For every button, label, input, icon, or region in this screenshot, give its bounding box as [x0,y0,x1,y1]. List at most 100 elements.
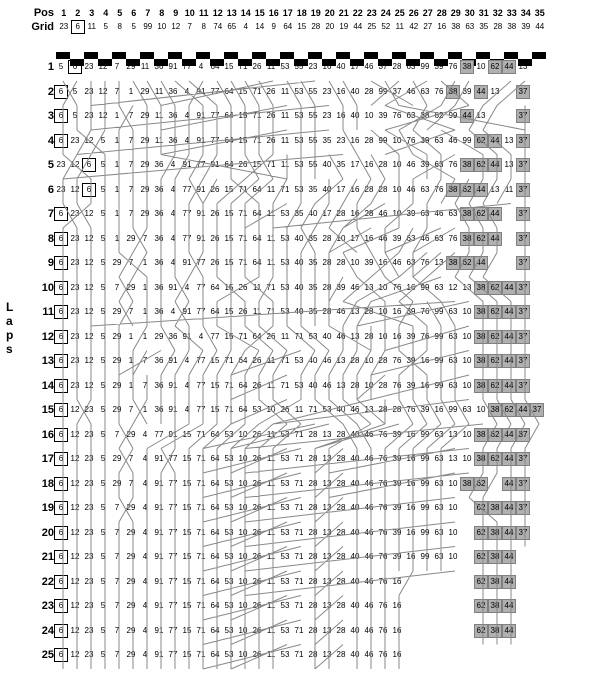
lap-number: 12 [28,330,54,344]
driver-cell: 29 [138,134,152,148]
driver-cell: 35 [292,207,306,221]
driver-cell: 46 [446,134,460,148]
driver-cell: 7 [110,428,124,442]
driver-cell: 12 [82,256,96,270]
driver-cell: 13 [362,281,376,295]
driver-cell: 37 [516,526,530,540]
driver-cell: 1 [110,183,124,197]
driver-cell: 10 [236,452,250,466]
driver-cell: 11 [278,330,292,344]
driver-cell: 5 [96,354,110,368]
driver-cell: 77 [194,281,208,295]
driver-cell: 5 [96,477,110,491]
driver-cell: 99 [418,60,432,74]
driver-cell: 44 [488,158,502,172]
empty-cell [502,85,516,99]
grid-cell: 28 [491,20,505,34]
driver-cell: 38 [474,452,488,466]
driver-cell: 63 [446,330,460,344]
driver-cell: 7 [110,85,124,99]
driver-cell: 44 [488,134,502,148]
driver-cell: 23 [82,501,96,515]
driver-cell: 46 [390,256,404,270]
driver-cell: 29 [138,109,152,123]
driver-cell: 28 [334,452,348,466]
driver-cell: 15 [222,330,236,344]
driver-cell: 36 [166,330,180,344]
driver-cell: 28 [390,403,404,417]
driver-cell: 64 [208,452,222,466]
driver-cell: 39 [390,526,404,540]
driver-cell: 62 [488,354,502,368]
driver-cell: 53 [278,501,292,515]
driver-cell: 55 [306,85,320,99]
driver-cell: 64 [250,207,264,221]
driver-cell: 5 [96,281,110,295]
grid-label: Grid [28,20,54,34]
driver-cell: 7 [124,452,138,466]
driver-cell: 29 [152,330,166,344]
lap-row: 2561223572949177157164531026115371281328… [28,648,547,662]
driver-cell: 10 [264,403,278,417]
driver-cell: 71 [222,379,236,393]
driver-cell: 91 [166,281,180,295]
lap-number: 9 [28,256,54,270]
driver-cell: 46 [334,330,348,344]
driver-cell: 91 [152,575,166,589]
driver-cell: 71 [236,60,250,74]
driver-cell: 28 [362,85,376,99]
empty-cell [446,648,460,662]
driver-cell: 16 [348,134,362,148]
driver-cell: 40 [348,648,362,662]
driver-cell: 64 [208,501,222,515]
driver-cell: 4 [138,428,152,442]
driver-cell: 40 [348,452,362,466]
driver-cell: 91 [194,85,208,99]
driver-cell: 99 [460,134,474,148]
driver-cell: 36 [152,403,166,417]
driver-cell: 64 [208,624,222,638]
driver-cell: 5 [96,207,110,221]
driver-cell: 16 [404,281,418,295]
pos-col-9: 9 [169,6,183,20]
driver-cell: 10 [236,428,250,442]
driver-cell: 62 [474,575,488,589]
driver-cell: 37 [516,501,530,515]
driver-cell: 64 [236,379,250,393]
driver-cell: 28 [362,134,376,148]
driver-cell: 38 [460,207,474,221]
empty-cell [516,575,530,589]
driver-cell: 64 [236,403,250,417]
driver-cell: 55 [306,158,320,172]
driver-cell: 71 [194,526,208,540]
driver-cell: 13 [362,403,376,417]
driver-cell: 13 [446,428,460,442]
driver-cell: 5 [96,648,110,662]
driver-cell: 1 [110,134,124,148]
driver-cell: 13 [320,648,334,662]
driver-cell: 53 [292,158,306,172]
driver-cell: 55 [306,134,320,148]
driver-cell: 77 [208,134,222,148]
grid-cell: 64 [281,20,295,34]
driver-cell: 15 [208,379,222,393]
driver-cell: 28 [348,379,362,393]
driver-cell: 71 [292,599,306,613]
driver-cell: 10 [460,428,474,442]
driver-cell: 63 [404,109,418,123]
driver-cell: 53 [278,452,292,466]
driver-cell: 7 [110,648,124,662]
driver-cell: 28 [362,207,376,221]
lap-number: 11 [28,305,54,319]
lap-row: 2652312712911364917764157126115355231640… [28,85,547,99]
driver-cell: 40 [348,550,362,564]
driver-cell: 71 [292,477,306,491]
driver-cell: 71 [194,575,208,589]
driver-cell: 6 [54,379,68,393]
driver-cell: 44 [502,60,516,74]
driver-cell: 7 [110,281,124,295]
driver-cell: 62 [474,134,488,148]
driver-cell: 1 [124,354,138,368]
empty-cell [530,599,544,613]
driver-cell: 16 [432,403,446,417]
